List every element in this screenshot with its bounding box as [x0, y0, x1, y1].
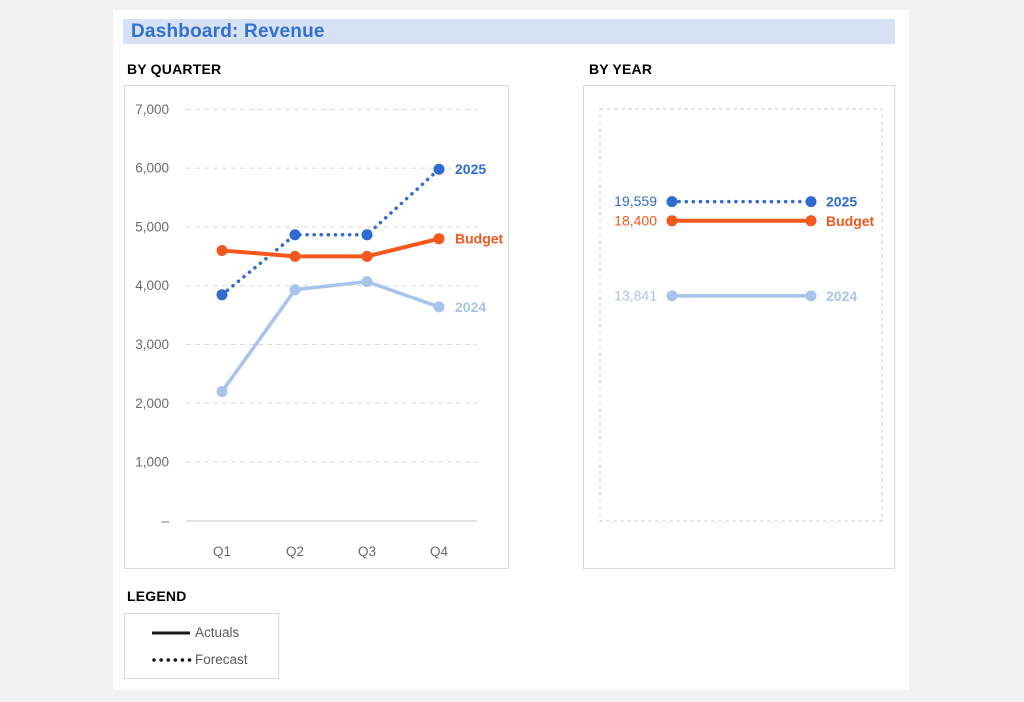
legend-item-actuals: Actuals — [150, 624, 278, 642]
series-label-2024: 2024 — [826, 288, 857, 304]
series-marker-Budget — [361, 250, 373, 262]
dotted-line-icon — [152, 657, 192, 662]
series-label-Budget: Budget — [455, 231, 504, 247]
year-chart: 19,559 2025 18,400 Budget 13,841 2024 — [583, 85, 895, 569]
quarter-chart: 7,000 6,000 5,000 4,000 3,000 2,000 1,000 – Q1 Q2… — [124, 85, 509, 569]
series-marker-2025 — [289, 229, 301, 241]
page-title-text: Dashboard: Revenue — [131, 20, 325, 42]
series-marker-2025 — [216, 289, 228, 301]
series-marker-Budget — [805, 215, 817, 227]
series-marker-2025 — [666, 196, 678, 208]
series-marker-2024 — [666, 290, 678, 302]
legend-item-label: Actuals — [195, 625, 240, 640]
value-label-2024: 13,841 — [614, 287, 657, 303]
series-marker-2024 — [289, 284, 301, 296]
y-tick-label: 6,000 — [135, 161, 169, 176]
legend-section-heading: LEGEND — [127, 588, 187, 604]
y-tick-label: 4,000 — [135, 278, 169, 293]
quarter-section-heading: BY QUARTER — [127, 61, 222, 77]
series-marker-2025 — [433, 163, 445, 175]
year-section-heading: BY YEAR — [589, 61, 653, 77]
solid-line-icon — [152, 631, 190, 634]
series-marker-2024 — [361, 276, 373, 288]
x-tick-label: Q1 — [213, 544, 231, 559]
series-marker-Budget — [289, 250, 301, 262]
plot-area-dashed-border — [599, 108, 883, 522]
series-marker-2024 — [216, 386, 228, 398]
legend-item-forecast: Forecast — [150, 651, 278, 669]
y-tick-label: 2,000 — [135, 396, 169, 411]
x-tick-label: Q3 — [358, 544, 376, 559]
series-label-2024: 2024 — [455, 299, 486, 315]
y-tick-label: – — [161, 514, 169, 529]
value-label-Budget: 18,400 — [614, 212, 657, 228]
series-marker-Budget — [666, 215, 678, 227]
series-label-2025: 2025 — [455, 161, 486, 177]
series-marker-2024 — [805, 290, 817, 302]
series-marker-2025 — [361, 229, 373, 241]
series-line-Budget — [220, 236, 441, 259]
series-label-Budget: Budget — [826, 213, 875, 229]
page-title: Dashboard: Revenue — [123, 19, 895, 44]
series-marker-Budget — [216, 244, 228, 256]
dashboard-sheet: Dashboard: Revenue BY QUARTER 7,000 6,000… — [113, 10, 909, 690]
x-tick-label: Q4 — [430, 544, 449, 559]
series-marker-2025 — [805, 196, 817, 208]
series-line-2025 — [220, 167, 441, 297]
y-tick-label: 3,000 — [135, 337, 169, 352]
legend: Actuals Forecast — [124, 613, 279, 679]
series-label-2025: 2025 — [826, 194, 857, 210]
quarter-chart-plot: 7,000 6,000 5,000 4,000 3,000 2,000 1,000 – Q1 Q2… — [135, 102, 504, 559]
year-chart-plot: 19,559 2025 18,400 Budget 13,841 2024 — [599, 108, 883, 522]
series-line-2024 — [220, 279, 441, 394]
y-tick-label: 1,000 — [135, 455, 169, 470]
y-tick-label: 7,000 — [135, 102, 169, 117]
series-marker-Budget — [433, 233, 445, 245]
y-tick-label: 5,000 — [135, 219, 169, 234]
legend-item-label: Forecast — [195, 652, 248, 667]
series-marker-2024 — [433, 301, 445, 313]
value-label-2025: 19,559 — [614, 193, 657, 209]
x-tick-label: Q2 — [286, 544, 304, 559]
